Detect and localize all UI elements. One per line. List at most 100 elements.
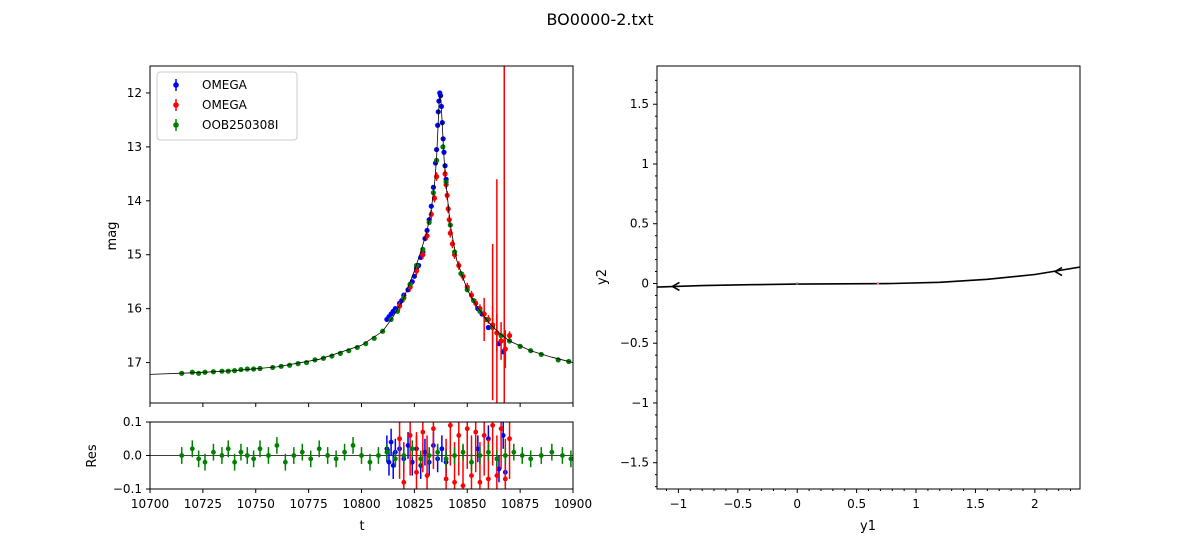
sp-ytick-label: −1 xyxy=(631,396,649,410)
sp-ytick-label: 1 xyxy=(641,157,649,171)
ytick-label: 12 xyxy=(127,86,142,100)
residual-point-2 xyxy=(196,456,202,462)
residual-point-2 xyxy=(418,456,424,462)
data-point-2 xyxy=(498,333,504,339)
residual-point-1 xyxy=(502,476,508,482)
residual-point-2 xyxy=(367,459,373,465)
residual-point-1 xyxy=(456,433,462,438)
residual-point-2 xyxy=(219,453,225,458)
legend-marker xyxy=(173,102,179,108)
residual-point-1 xyxy=(464,426,470,432)
residual-point-0 xyxy=(475,446,481,452)
residual-point-1 xyxy=(490,422,496,428)
residual-point-2 xyxy=(426,453,432,458)
residual-point-2 xyxy=(409,446,415,452)
residual-point-2 xyxy=(384,449,390,455)
res-xtick-label: 10825 xyxy=(395,497,433,511)
residual-point-2 xyxy=(549,449,555,455)
legend: OMEGA OMEGA OOB250308I xyxy=(156,71,298,141)
direction-arrow xyxy=(670,281,680,292)
residual-point-2 xyxy=(244,453,250,458)
residual-point-2 xyxy=(452,453,457,458)
residual-point-1 xyxy=(481,433,487,438)
residual-point-2 xyxy=(325,453,331,458)
residual-point-2 xyxy=(342,449,347,455)
residual-point-2 xyxy=(486,449,491,455)
source-trajectory xyxy=(657,266,1080,288)
light-curve-panel: 12 13 14 15 16 17 mag OMEGA OMEGA OOB250308I xyxy=(105,65,574,407)
data-point-0 xyxy=(435,122,441,128)
light-curve-frame xyxy=(149,65,574,404)
sp-ytick-label: 1.5 xyxy=(630,97,649,111)
residuals-panel: −0.1 0.0 0.1 10700 10725 10750 10775 10800 10825… xyxy=(85,415,592,534)
data-point-0 xyxy=(430,184,437,190)
res-xtick-label: 10800 xyxy=(342,497,380,511)
data-point-0 xyxy=(442,163,448,169)
residual-point-1 xyxy=(420,429,426,435)
residual-point-1 xyxy=(447,422,453,428)
source-plane-data xyxy=(657,266,1080,292)
residuals-ylabel: Res xyxy=(85,444,100,467)
residual-point-2 xyxy=(477,453,483,458)
residual-point-2 xyxy=(469,459,474,465)
residual-point-2 xyxy=(568,456,573,462)
residual-point-2 xyxy=(528,456,534,462)
residual-point-2 xyxy=(282,459,288,465)
figure-title: BO0000-2.txt xyxy=(546,10,653,29)
residual-point-0 xyxy=(500,433,506,438)
data-point-0 xyxy=(485,324,491,331)
residual-point-1 xyxy=(469,473,474,478)
residual-point-2 xyxy=(350,443,356,448)
ytick-label: 14 xyxy=(127,194,142,208)
residual-point-2 xyxy=(179,453,185,458)
data-point-2 xyxy=(363,341,369,347)
residuals-axes: −0.1 0.0 0.1 10700 10725 10750 10775 10800 10825… xyxy=(113,415,592,511)
model-curve xyxy=(150,93,573,375)
residual-point-1 xyxy=(452,479,457,485)
legend-label: OMEGA xyxy=(202,98,248,112)
residual-point-1 xyxy=(486,476,491,482)
residual-point-2 xyxy=(308,456,314,462)
residual-point-0 xyxy=(405,443,411,448)
source-plane-ylabel: y2 xyxy=(595,269,610,285)
residual-point-2 xyxy=(316,446,322,452)
residual-point-1 xyxy=(507,436,512,442)
light-curve-clipped xyxy=(150,66,573,403)
residual-point-2 xyxy=(266,453,271,458)
residual-point-2 xyxy=(189,446,195,452)
residual-point-0 xyxy=(388,439,394,445)
data-point-2 xyxy=(295,361,301,367)
residual-point-0 xyxy=(496,466,502,472)
residuals-data xyxy=(150,422,573,489)
residual-point-1 xyxy=(473,429,479,435)
residual-point-2 xyxy=(238,449,244,455)
res-xtick-label: 10775 xyxy=(290,497,328,511)
residual-point-1 xyxy=(494,473,500,478)
data-point-2 xyxy=(189,369,195,375)
res-ytick-label: 0.1 xyxy=(123,415,142,429)
source-plane-frame xyxy=(656,65,1081,490)
source-plane-axes: −1 −0.5 0 0.5 1 1.5 2 −1.5 −1 −0.5 0 0.5 1 1.5 xyxy=(620,79,1071,511)
source-plane-clipped xyxy=(657,266,1080,292)
residual-point-0 xyxy=(422,449,428,455)
res-ytick-label: −0.1 xyxy=(113,482,142,496)
data-point-2 xyxy=(244,366,250,372)
data-point-2 xyxy=(394,308,401,314)
ytick-label: 16 xyxy=(127,302,142,316)
direction-arrow xyxy=(1053,266,1063,277)
sp-xtick-label: 2 xyxy=(1031,497,1039,511)
residual-point-2 xyxy=(274,443,280,448)
residual-point-2 xyxy=(519,453,525,458)
data-point-1 xyxy=(468,292,475,298)
legend-marker xyxy=(173,82,179,88)
data-point-2 xyxy=(196,370,202,376)
residual-point-2 xyxy=(392,456,398,462)
residual-point-1 xyxy=(477,479,483,485)
residual-point-2 xyxy=(251,456,257,462)
data-point-1 xyxy=(420,252,426,258)
res-xtick-label: 10725 xyxy=(184,497,222,511)
data-point-1 xyxy=(446,217,452,223)
data-point-1 xyxy=(445,206,451,212)
residual-point-2 xyxy=(232,459,238,465)
